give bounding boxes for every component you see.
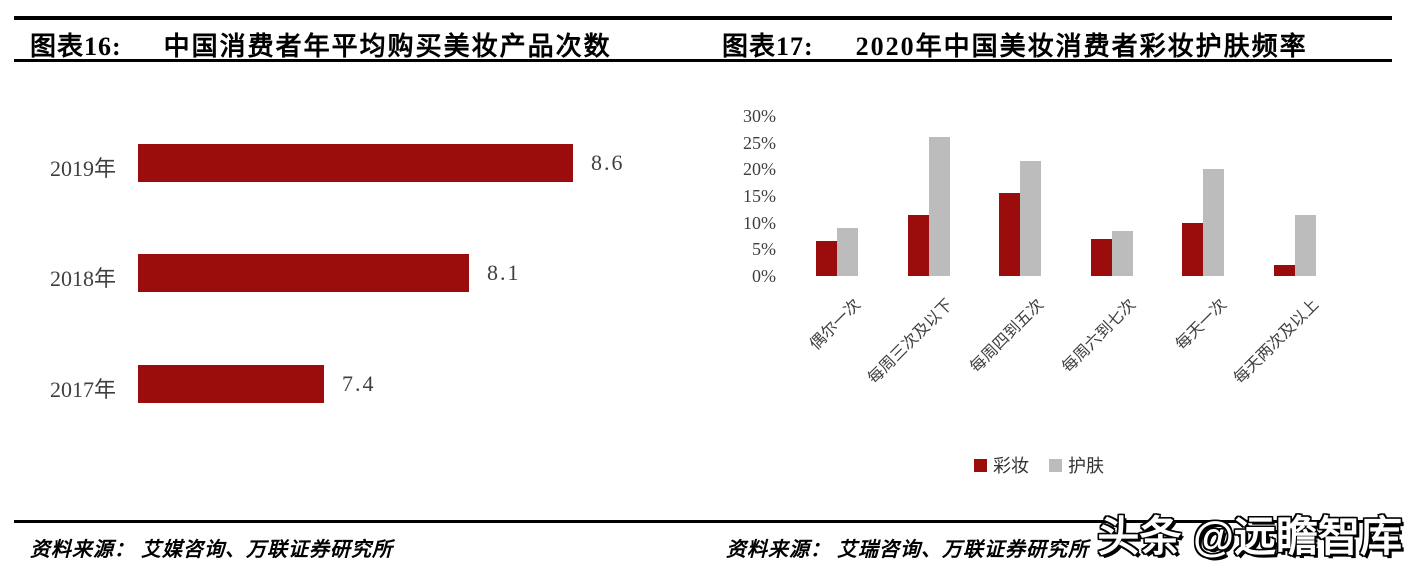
toutiao-yuanzhan-watermark: 头条 @远瞻智库 [1097,513,1402,560]
y-axis-tick-label: 20% [743,159,776,180]
x-axis-tick-label: 偶尔一次 [806,296,865,354]
x-axis-tick-label: 每天两次及以上 [1231,296,1323,388]
vbar-彩妆-偶尔一次 [816,241,837,276]
hbar-bar-2019年 [138,144,573,182]
title-underline-rule [14,59,1392,62]
x-axis-tick-label: 每周三次及以下 [864,296,956,388]
hbar-category-label: 2019年 [49,156,116,181]
y-axis-tick-label: 15% [743,186,776,206]
x-axis-tick-label: 每天一次 [1173,296,1231,354]
figure16-title: 中国消费者年平均购买美妆产品次数 [163,32,612,61]
legend-swatch-护肤 [1049,458,1062,472]
top-rule [14,16,1392,20]
x-axis-tick-label: 每周四到五次 [967,296,1048,377]
y-axis-tick-label: 0% [752,266,776,286]
figure17-label: 图表17: [722,32,814,61]
makeup-skincare-frequency-chart: 彩妆 护肤 0% 5% 10% 15% 20% 25% 30% 偶尔一次 每周三次及以下 每周四到五… [718,80,1400,520]
vbar-护肤-偶尔一次 [837,228,858,276]
x-axis-tick-label: 每周六到七次 [1059,296,1140,377]
hbar-category-label: 2017年 [49,377,116,402]
y-axis-tick-label: 10% [743,212,776,233]
y-axis-tick-label: 5% [752,239,776,260]
figure17-title: 2020年中国美妆消费者彩妆护肤频率 [855,32,1308,61]
figure16-label: 图表16: [30,32,122,61]
legend-swatch-彩妆 [974,458,987,472]
hbar-value-label: 8.1 [487,260,521,285]
legend-item-彩妆: 彩妆 [974,452,1029,478]
vbar-彩妆-每天一次 [1182,223,1203,276]
figure16-title-row: 图表16: 中国消费者年平均购买美妆产品次数 [30,26,612,63]
vbar-护肤-每天一次 [1203,169,1224,276]
vbar-护肤-每天两次及以上 [1295,215,1316,276]
vbar-护肤-每周六到七次 [1112,231,1133,276]
annual-purchase-bar-chart: 2019年 8.6 2018年 8.1 2017年 7.4 [30,80,702,512]
legend-label-护肤: 护肤 [1068,456,1104,476]
hbar-value-label: 7.4 [342,371,376,396]
figure17-title-row: 图表17: 2020年中国美妆消费者彩妆护肤频率 [722,26,1308,63]
vbar-护肤-每周三次及以下 [929,137,950,276]
legend-item-护肤: 护肤 [1049,452,1104,478]
vbar-护肤-每周四到五次 [1020,161,1041,276]
vbar-彩妆-每天两次及以上 [1274,265,1295,276]
hbar-bar-2018年 [138,254,469,292]
figure16-source: 资料来源： 艾媒咨询、万联证券研究所 [30,539,393,561]
vbar-彩妆-每周三次及以下 [908,215,929,276]
bottom-rule [14,520,1392,523]
chart-legend: 彩妆 护肤 [974,452,1104,478]
y-axis-tick-label: 25% [743,132,776,153]
legend-label-彩妆: 彩妆 [993,456,1029,476]
vbar-彩妆-每周四到五次 [999,193,1020,276]
y-axis-tick-label: 30% [743,106,776,126]
hbar-value-label: 8.6 [591,150,625,175]
hbar-bar-2017年 [138,365,324,403]
figure17-source: 资料来源： 艾瑞咨询、万联证券研究所 [726,539,1089,561]
hbar-category-label: 2018年 [49,266,116,291]
vbar-彩妆-每周六到七次 [1091,239,1112,276]
